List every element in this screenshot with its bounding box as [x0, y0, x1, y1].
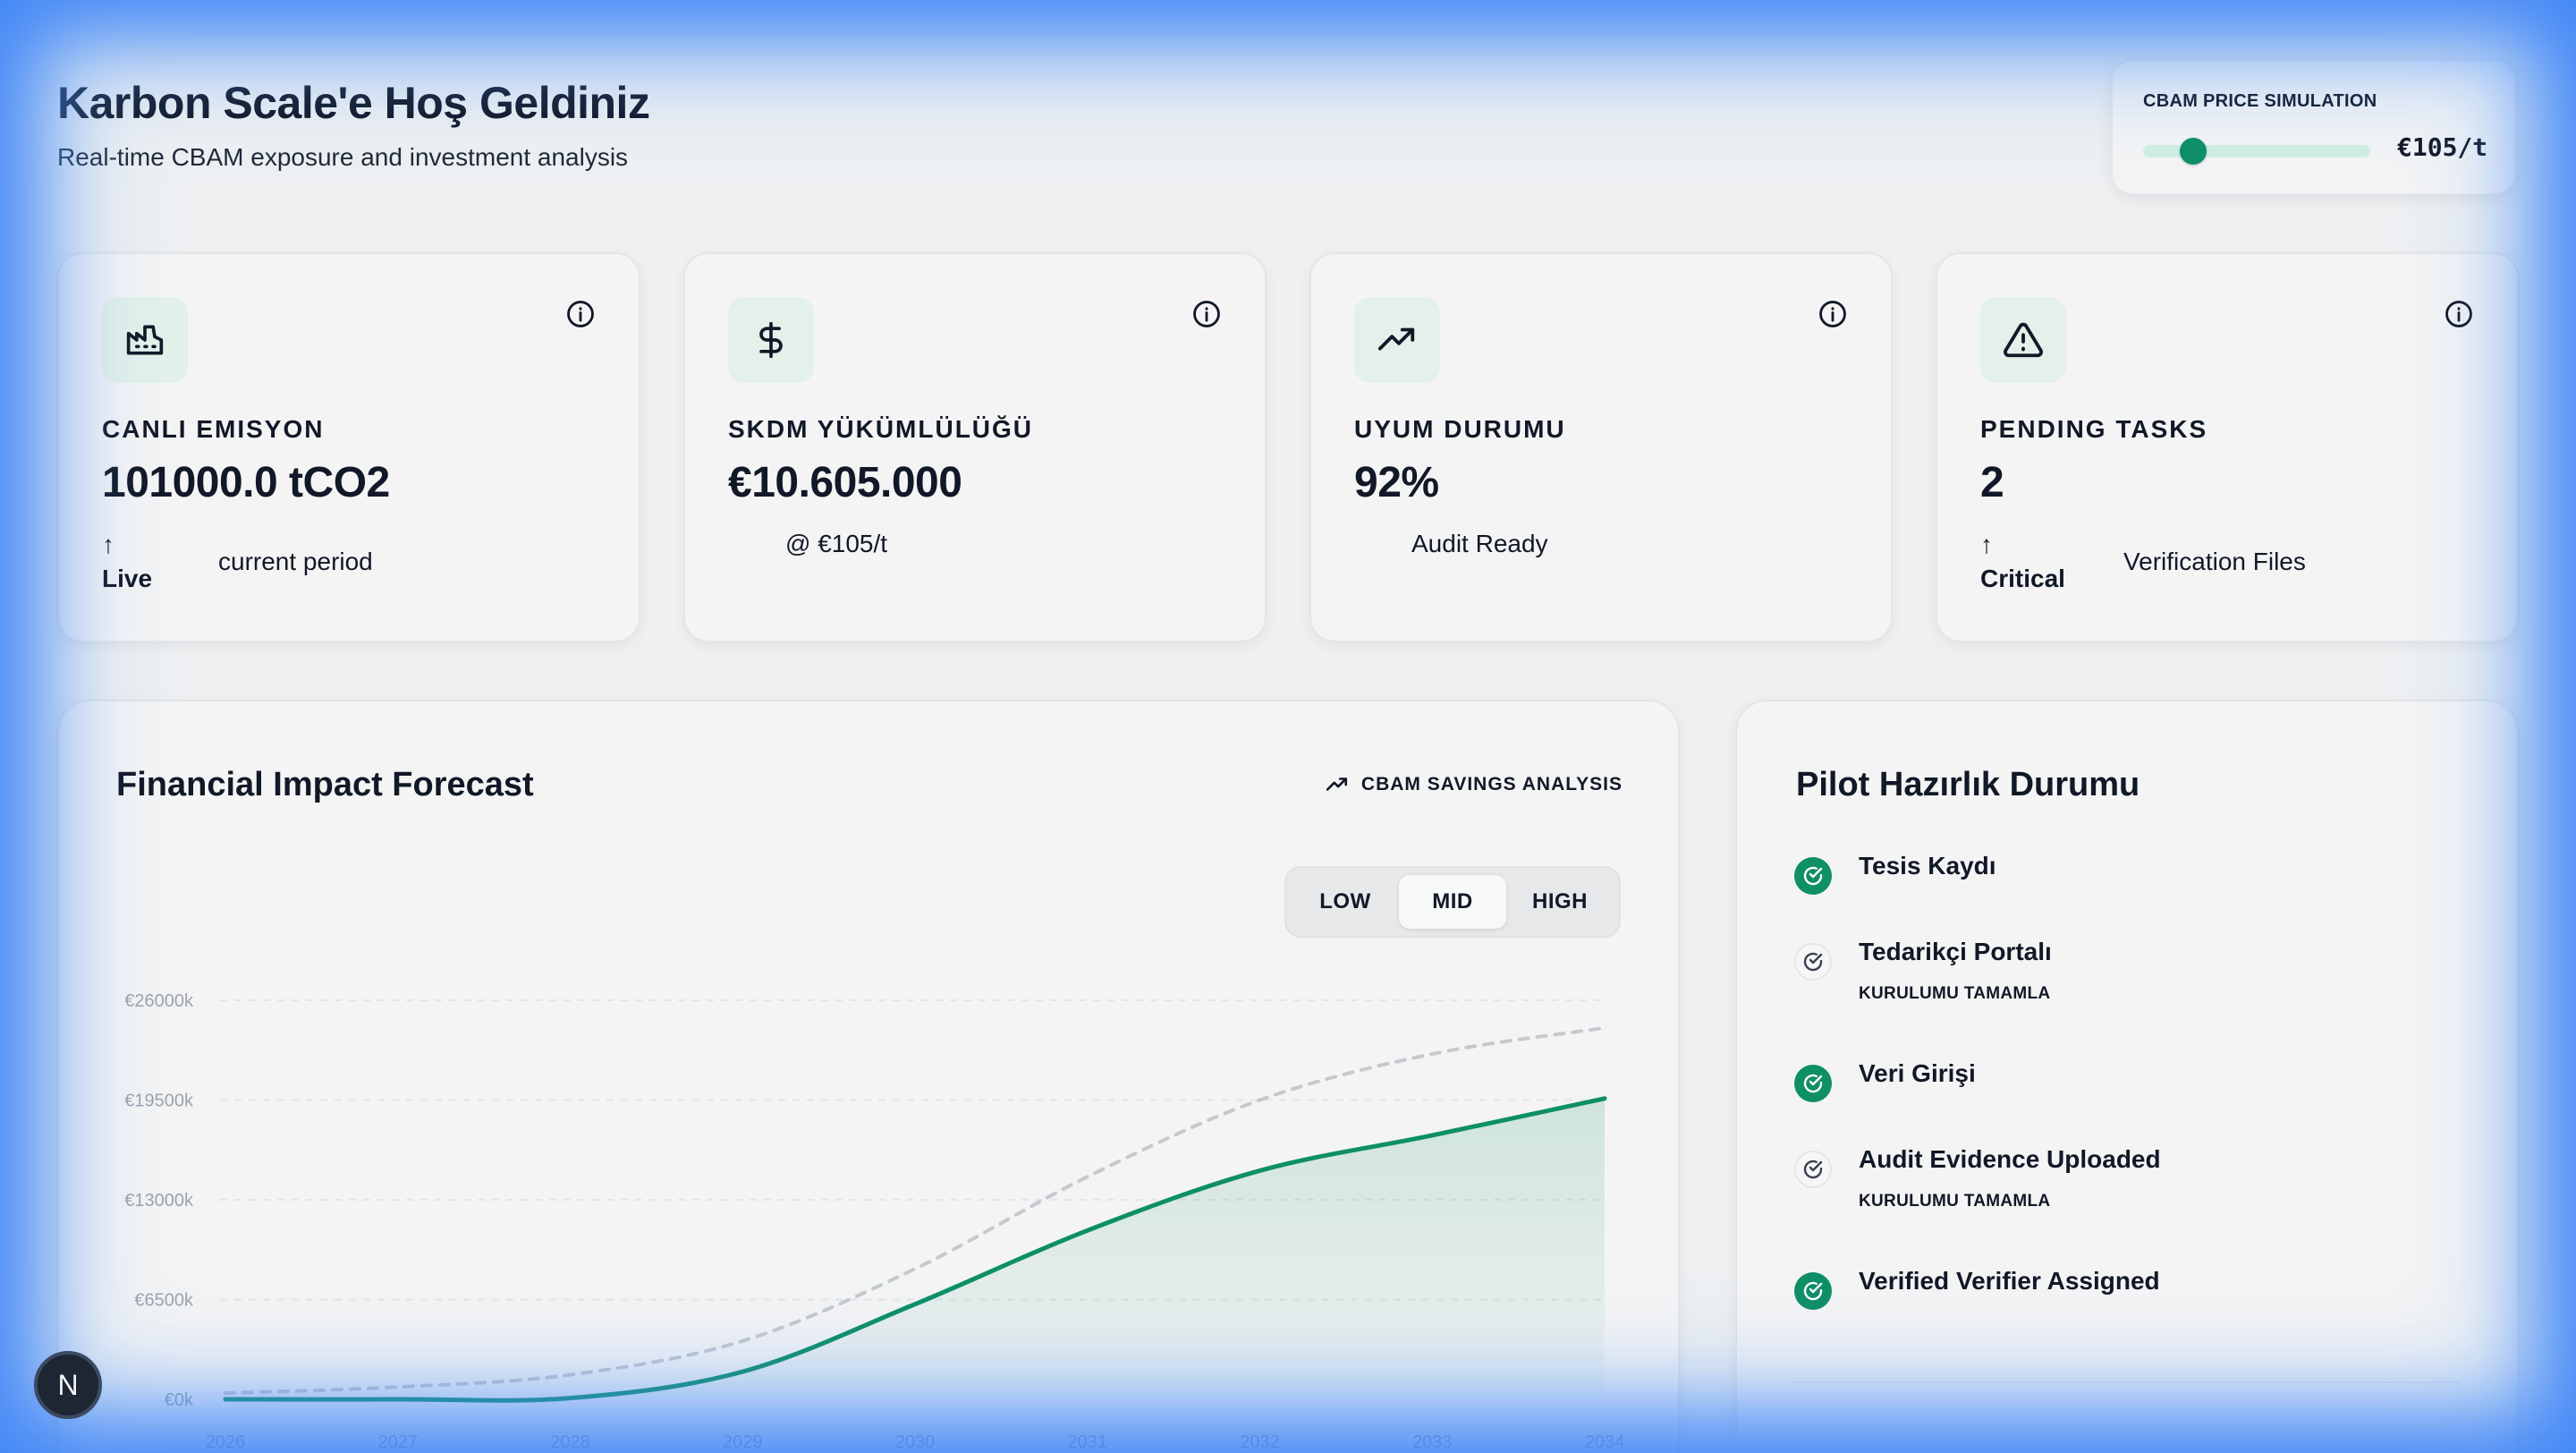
- kpi-note: Audit Ready: [1411, 530, 1548, 557]
- pilot-item-label: Tesis Kaydı: [1859, 852, 1996, 879]
- divider: [1794, 1381, 2460, 1383]
- kpi-value: 92%: [1354, 459, 1439, 506]
- x-tick-label: 2034: [1585, 1432, 1625, 1452]
- kpi-value: 101000.0 tCO2: [102, 459, 390, 506]
- page-title: Karbon Scale'e Hoş Geldiniz: [57, 78, 650, 128]
- kpi-label: CANLI EMISYON: [102, 415, 325, 443]
- forecast-chart: €0k €6500k €13000k €19500k €26000k 2026 2027 20…: [124, 991, 1625, 1452]
- dollar-icon: [728, 297, 814, 383]
- series-line-savings: [223, 1096, 1607, 1403]
- series-line-baseline: [224, 1025, 1606, 1396]
- kpi-label: PENDING TASKS: [1980, 415, 2208, 443]
- trending-up-icon: [1354, 297, 1440, 383]
- kpi-label: SKDM YÜKÜMLÜLÜĞÜ: [728, 415, 1034, 443]
- x-tick-label: 2032: [1240, 1432, 1280, 1452]
- x-tick-label: 2028: [550, 1432, 590, 1452]
- forecast-card: €0k €6500k €13000k €19500k €26000k 2026 2027 20…: [57, 700, 1680, 1453]
- x-tick-label: 2027: [378, 1432, 419, 1452]
- trending-up-icon: [1326, 777, 1347, 791]
- kpi-value: €10.605.000: [728, 459, 962, 506]
- scenario-high-button[interactable]: HIGH: [1532, 889, 1588, 913]
- price-slider-thumb[interactable]: [2179, 138, 2207, 165]
- x-tick-label: 2031: [1068, 1432, 1108, 1452]
- check-circle-done-icon: [1794, 1065, 1832, 1102]
- price-simulation-label: CBAM PRICE SIMULATION: [2143, 91, 2377, 111]
- x-tick-label: 2030: [895, 1432, 936, 1452]
- y-tick-label: €26000k: [124, 991, 194, 1011]
- kpi-card-pending-tasks: PENDING TASKS 2 ↑ Critical Verification …: [1936, 252, 2519, 642]
- pilot-item-action[interactable]: KURULUMU TAMAMLA: [1859, 984, 2051, 1003]
- check-circle-pending-icon: [1794, 943, 1832, 981]
- pilot-item-label: Audit Evidence Uploaded: [1859, 1145, 2161, 1173]
- pilot-readiness-card: Pilot Hazırlık Durumu Tesis Kaydı Tedarik…: [1735, 700, 2519, 1453]
- y-tick-label: €19500k: [124, 1092, 194, 1111]
- price-simulation-card: CBAM PRICE SIMULATION €105/t: [2111, 59, 2517, 195]
- series-area: [225, 1098, 1605, 1401]
- kpi-trend: ↑ Live: [102, 528, 209, 596]
- pilot-title: Pilot Hazırlık Durumu: [1796, 766, 2140, 803]
- y-tick-label: €13000k: [124, 1191, 194, 1211]
- x-tick-label: 2026: [206, 1432, 246, 1452]
- info-icon[interactable]: [1818, 299, 1848, 329]
- kpi-note: @ €105/t: [785, 530, 888, 557]
- kpi-trend-label: Live: [102, 565, 153, 592]
- app-badge[interactable]: N: [34, 1351, 102, 1419]
- check-circle-done-icon: [1794, 1272, 1832, 1310]
- info-icon[interactable]: [1191, 299, 1222, 329]
- savings-analysis-label: CBAM SAVINGS ANALYSIS: [1360, 774, 1623, 794]
- info-icon[interactable]: [2444, 299, 2474, 329]
- kpi-card-compliance: UYUM DURUMU 92% Audit Ready: [1309, 252, 1893, 642]
- scenario-mid-button[interactable]: MID: [1399, 875, 1506, 929]
- kpi-trend: ↑ Critical: [1980, 528, 2088, 596]
- alert-triangle-icon: [1980, 297, 2066, 383]
- y-tick-label: €0k: [165, 1390, 194, 1410]
- check-circle-pending-icon: [1794, 1151, 1832, 1188]
- arrow-up-icon: ↑: [102, 531, 114, 558]
- kpi-note: current period: [218, 548, 373, 575]
- page-subtitle: Real-time CBAM exposure and investment a…: [57, 143, 629, 171]
- kpi-trend-label: Critical: [1980, 565, 2065, 592]
- pilot-item-action[interactable]: KURULUMU TAMAMLA: [1859, 1192, 2051, 1211]
- y-tick-label: €6500k: [134, 1291, 194, 1311]
- price-value: €105/t: [2397, 132, 2488, 162]
- scenario-toggle: LOW MID HIGH: [1284, 866, 1621, 938]
- kpi-card-emission: CANLI EMISYON 101000.0 tCO2 ↑ Live curre…: [57, 252, 640, 642]
- savings-analysis-badge: CBAM SAVINGS ANALYSIS: [1326, 773, 1623, 796]
- kpi-note: Verification Files: [2123, 548, 2306, 575]
- pilot-item-label: Tedarikçi Portalı: [1859, 938, 2052, 965]
- info-icon[interactable]: [565, 299, 596, 329]
- price-slider[interactable]: [2143, 138, 2370, 165]
- forecast-title: Financial Impact Forecast: [116, 766, 534, 803]
- x-tick-label: 2029: [723, 1432, 763, 1452]
- x-tick-label: 2033: [1412, 1432, 1453, 1452]
- factory-icon: [102, 297, 188, 383]
- arrow-up-icon: ↑: [1980, 531, 1993, 558]
- pilot-item-label: Veri Girişi: [1859, 1059, 1976, 1087]
- kpi-label: UYUM DURUMU: [1354, 415, 1566, 443]
- kpi-value: 2: [1980, 459, 2004, 506]
- check-circle-done-icon: [1794, 857, 1832, 895]
- scenario-low-button[interactable]: LOW: [1319, 889, 1371, 913]
- pilot-item-label: Verified Verifier Assigned: [1859, 1267, 2160, 1295]
- kpi-card-liability: SKDM YÜKÜMLÜLÜĞÜ €10.605.000 @ €105/t: [683, 252, 1267, 642]
